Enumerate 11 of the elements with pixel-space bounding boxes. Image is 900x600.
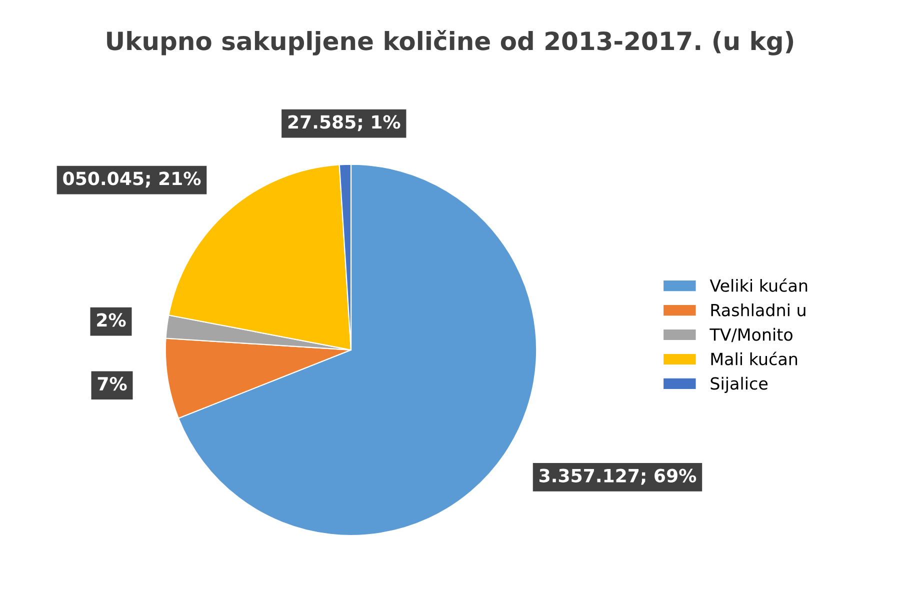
legend-label: Mali kućan: [711, 352, 798, 366]
data-label: 3.357.127; 69%: [540, 468, 696, 485]
legend-label: Sijalice: [710, 376, 768, 393]
data-label: 27.585; 1%: [288, 115, 400, 132]
legend-label: Veliki kućan: [710, 278, 808, 292]
data-label: 2%: [97, 313, 126, 327]
legend-label: Rashladni u: [711, 303, 806, 316]
legend-label: TV/Monito: [710, 328, 792, 342]
data-label: 7%: [98, 376, 127, 391]
data-label: 050.045; 21%: [63, 172, 201, 188]
chart-title: Ukupno sakupljene količine od 2013-2017. (u kg): [107, 30, 794, 56]
